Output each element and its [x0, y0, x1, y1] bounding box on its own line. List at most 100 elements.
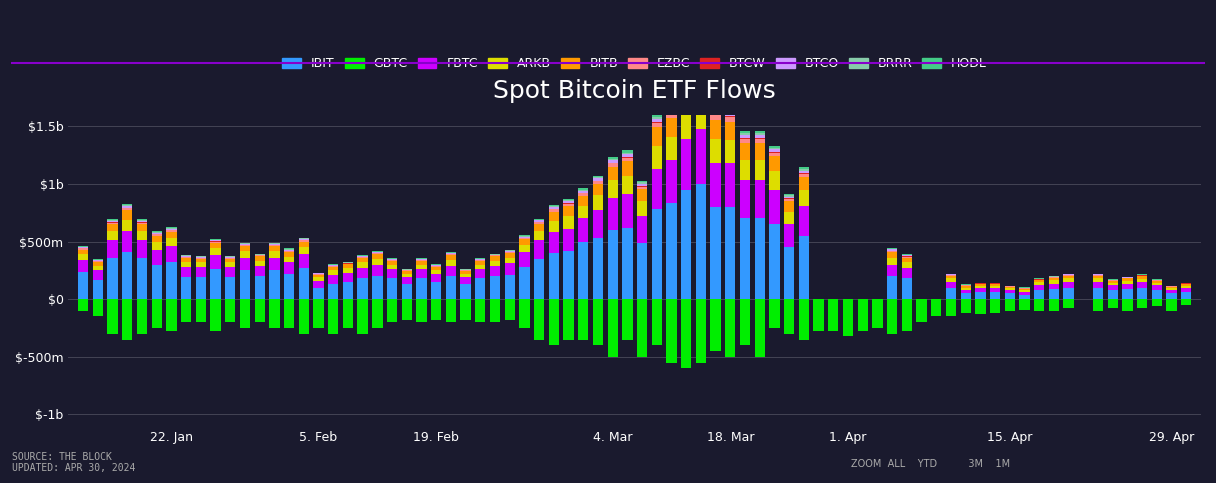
Bar	[799, 173, 809, 174]
Bar	[225, 262, 236, 267]
Bar	[1137, 282, 1148, 288]
Bar	[210, 240, 221, 241]
Bar	[710, 163, 721, 207]
Bar	[254, 299, 265, 322]
Bar	[623, 154, 632, 157]
Bar	[1093, 278, 1103, 282]
Bar	[299, 238, 309, 239]
Bar	[1181, 288, 1192, 292]
Bar	[446, 256, 456, 260]
Bar	[167, 230, 176, 232]
Bar	[240, 242, 250, 243]
Bar	[92, 262, 103, 266]
Bar	[637, 186, 647, 189]
Bar	[152, 232, 162, 233]
Bar	[505, 253, 514, 257]
Bar	[608, 160, 618, 163]
Bar	[430, 267, 441, 270]
Bar	[608, 181, 618, 198]
Bar	[107, 257, 118, 299]
Bar	[946, 282, 956, 288]
Bar	[946, 288, 956, 299]
Bar	[78, 247, 89, 248]
Bar	[696, 74, 706, 99]
Bar	[372, 252, 383, 253]
Bar	[519, 238, 530, 240]
Bar	[269, 270, 280, 299]
Bar	[799, 169, 809, 170]
Bar	[886, 250, 897, 251]
Bar	[299, 254, 309, 268]
Bar	[519, 245, 530, 252]
Bar	[799, 236, 809, 299]
Bar	[416, 299, 427, 322]
Bar	[519, 267, 530, 299]
Bar	[666, 137, 676, 160]
Bar	[299, 239, 309, 240]
Bar	[725, 116, 736, 117]
Bar	[1004, 290, 1015, 293]
Bar	[1064, 288, 1074, 299]
Bar	[167, 232, 176, 238]
Bar	[534, 241, 545, 259]
Bar	[593, 299, 603, 345]
Bar	[181, 267, 191, 277]
Bar	[372, 276, 383, 299]
Bar	[725, 299, 736, 357]
Bar	[961, 299, 970, 313]
Bar	[1137, 275, 1148, 276]
Bar	[314, 281, 323, 288]
Bar	[343, 268, 353, 273]
Bar	[137, 257, 147, 299]
Bar	[534, 299, 545, 340]
Bar	[784, 194, 794, 196]
Bar	[505, 263, 514, 275]
Bar	[461, 270, 471, 271]
Bar	[1093, 288, 1103, 299]
Bar	[946, 299, 956, 316]
Bar	[799, 174, 809, 177]
Bar	[475, 260, 485, 261]
Bar	[548, 209, 559, 210]
Bar	[210, 299, 221, 331]
Bar	[328, 275, 338, 284]
Bar	[152, 299, 162, 328]
Bar	[770, 190, 779, 224]
Bar	[107, 223, 118, 224]
Bar	[152, 242, 162, 250]
Bar	[461, 274, 471, 277]
Bar	[886, 248, 897, 249]
Bar	[608, 163, 618, 167]
Bar	[446, 253, 456, 254]
Bar	[784, 196, 794, 197]
Bar	[461, 299, 471, 320]
Bar	[681, 71, 692, 74]
Bar	[696, 69, 706, 74]
Bar	[637, 216, 647, 242]
Bar	[490, 266, 500, 276]
Bar	[475, 278, 485, 299]
Bar	[285, 248, 294, 249]
Bar	[78, 246, 89, 247]
Bar	[1064, 276, 1074, 278]
Bar	[666, 160, 676, 203]
Bar	[269, 246, 280, 251]
Bar	[269, 257, 280, 270]
Bar	[578, 190, 589, 191]
Bar	[387, 278, 398, 299]
Text: ZOOM  ALL    YTD          3M    1M: ZOOM ALL YTD 3M 1M	[851, 458, 1010, 469]
Bar	[225, 277, 236, 299]
Bar	[799, 168, 809, 169]
Bar	[152, 236, 162, 242]
Bar	[770, 224, 779, 299]
Bar	[107, 224, 118, 231]
Bar	[285, 262, 294, 274]
Bar	[946, 276, 956, 278]
Bar	[137, 221, 147, 222]
Bar	[652, 146, 662, 169]
Bar	[666, 107, 676, 110]
Bar	[725, 111, 736, 113]
Bar	[475, 269, 485, 278]
Bar	[430, 274, 441, 282]
Bar	[548, 207, 559, 209]
